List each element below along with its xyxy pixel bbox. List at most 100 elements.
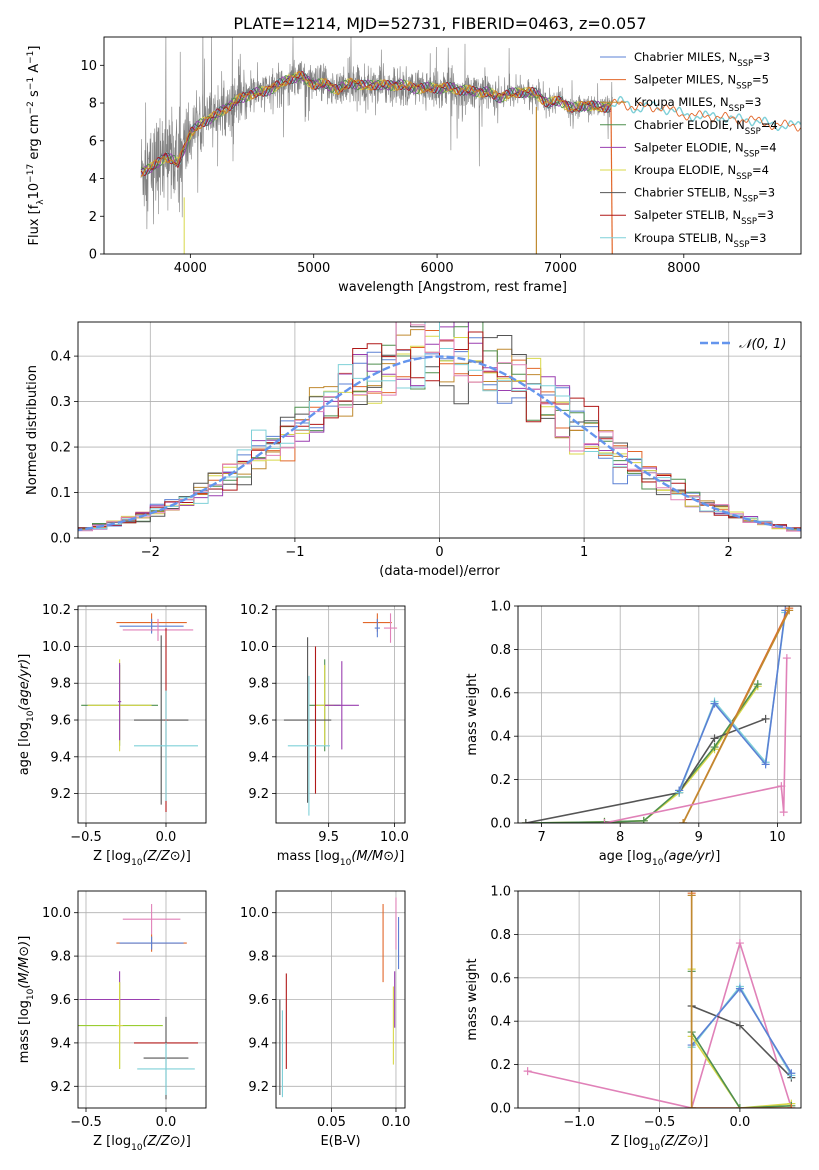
y-axis-label: Flux [fλ10−17 erg cm−2 s−1 A−1] bbox=[26, 46, 46, 246]
y-tick-label: 0 bbox=[89, 248, 97, 263]
plot-content bbox=[523, 891, 796, 1108]
series-line-chabrier_stelib bbox=[525, 718, 766, 823]
marker-chabrier_miles bbox=[735, 984, 744, 993]
y-tick-label: 9.6 bbox=[248, 993, 269, 1008]
x-tick-label: 0.0 bbox=[156, 1115, 177, 1130]
x-tick-label: 5000 bbox=[297, 261, 330, 276]
y-axis-label: mass [log10(M/M⊙)] bbox=[17, 936, 36, 1064]
x-tick-label: 8 bbox=[616, 830, 624, 845]
model-line-salpeter_stelib bbox=[140, 71, 612, 177]
y-tick-label: 9.8 bbox=[50, 950, 71, 965]
panel-spectrum: 4000 5000 6000 7000 8000 0 2 4 6 8 10 wavelength [A… bbox=[26, 36, 802, 295]
x-tick-label: 0.05 bbox=[317, 1115, 346, 1130]
y-tick-label: 9.2 bbox=[50, 1080, 71, 1095]
y-axis-label: mass weight bbox=[465, 673, 480, 755]
x-axis-label: Z [log10(Z/Z⊙)] bbox=[611, 1134, 709, 1153]
series-line-pink bbox=[604, 658, 788, 823]
legend-entry-chabrier_miles: Chabrier MILES, NSSP=3 bbox=[634, 50, 770, 69]
plot-content bbox=[78, 904, 198, 1100]
x-axis-label: Z [log10(Z/Z⊙)] bbox=[93, 1134, 191, 1153]
x-tick-label: −1 bbox=[285, 545, 304, 560]
y-tick-label: 9.4 bbox=[248, 750, 269, 765]
model-line-kroupa_miles bbox=[140, 70, 612, 177]
x-tick-label: −0.5 bbox=[70, 1115, 102, 1130]
y-tick-label: 10.0 bbox=[42, 906, 71, 921]
legend-entry-salpeter_elodie: Salpeter ELODIE, NSSP=4 bbox=[634, 140, 777, 159]
series-line-chabrier_elodie bbox=[525, 683, 759, 823]
y-tick-label: 1.0 bbox=[490, 885, 511, 900]
x-tick-label: 0.0 bbox=[730, 1115, 751, 1130]
marker-kroupa_miles bbox=[679, 819, 688, 823]
axes-frame bbox=[103, 36, 802, 255]
x-axis-label: (data-model)/error bbox=[379, 564, 500, 579]
y-tick-label: 9.6 bbox=[50, 993, 71, 1008]
marker-chabrier_elodie bbox=[710, 743, 719, 752]
x-tick-label: 9 bbox=[695, 830, 703, 845]
y-tick-label: 10.2 bbox=[240, 603, 269, 618]
x-axis-label: E(B-V) bbox=[320, 1134, 360, 1149]
figure-title: PLATE=1214, MJD=52731, FIBERID=0463, z=0… bbox=[233, 14, 646, 33]
marker-chabrier_miles bbox=[710, 699, 719, 708]
y-tick-label: 9.6 bbox=[50, 714, 71, 729]
y-tick-label: 6 bbox=[89, 134, 97, 149]
marker-pink bbox=[779, 808, 788, 817]
marker-chabrier_elodie bbox=[735, 1104, 744, 1108]
y-tick-label: 9.4 bbox=[50, 1036, 71, 1051]
x-axis-label: mass [log10(M/M⊙)] bbox=[277, 849, 405, 868]
legend-entry-kroupa_miles: Kroupa MILES, NSSP=3 bbox=[634, 95, 761, 114]
y-tick-label: 0.6 bbox=[490, 971, 511, 986]
plot-content bbox=[78, 322, 801, 533]
y-tick-label: 0.8 bbox=[490, 643, 511, 658]
marker-kroupa_miles bbox=[687, 891, 696, 900]
y-tick-label: 0.2 bbox=[490, 773, 511, 788]
x-axis-label: age [log10(age/yr)] bbox=[599, 849, 721, 868]
y-tick-label: 0.4 bbox=[50, 350, 71, 365]
axes-frame bbox=[517, 890, 802, 1109]
gaussian-curve bbox=[78, 355, 801, 532]
axes-frame bbox=[77, 321, 802, 539]
panel-weight_vs_Z: −1.0 −0.5 0.0 0.0 0.2 0.4 0.6 0.8 1.0 Z [log10(Z/… bbox=[465, 885, 802, 1153]
x-tick-label: 1 bbox=[580, 545, 588, 560]
plot-area bbox=[518, 606, 801, 823]
y-axis-label: age [log10(age/yr)] bbox=[17, 654, 36, 776]
panel-mass_vs_EBV: 0.05 0.10 9.2 9.4 9.6 9.8 10.0 E(B-V) bbox=[240, 890, 410, 1149]
x-tick-label: 7 bbox=[537, 830, 545, 845]
series-line-chabrier_miles bbox=[678, 610, 787, 791]
panel-age_vs_Z: −0.5 0.0 9.2 9.4 9.6 9.8 10.0 10.2 Z [log10(Z/Z⊙… bbox=[17, 603, 207, 868]
plot-content bbox=[279, 897, 400, 1098]
legend-entry-salpeter_miles: Salpeter MILES, NSSP=5 bbox=[634, 73, 769, 92]
plot-content bbox=[81, 613, 198, 812]
y-tick-label: 0.4 bbox=[490, 730, 511, 745]
y-tick-label: 10.0 bbox=[240, 640, 269, 655]
marker-chabrier_miles bbox=[787, 1069, 796, 1078]
panel-mass_vs_Z: −0.5 0.0 9.2 9.4 9.6 9.8 10.0 Z [log10(Z/Z⊙)] ma… bbox=[17, 890, 207, 1153]
axes-frame bbox=[517, 605, 802, 824]
y-tick-label: 0.0 bbox=[50, 532, 71, 547]
axes-frame bbox=[77, 890, 207, 1109]
x-tick-label: 0 bbox=[435, 545, 443, 560]
x-tick-label: 0.0 bbox=[156, 830, 177, 845]
panel-age_vs_mass: 9.5 10.0 9.2 9.4 9.6 9.8 10.0 10.2 mass [log10(M… bbox=[240, 603, 409, 868]
x-tick-label: 10.0 bbox=[380, 830, 409, 845]
y-tick-label: 10.0 bbox=[240, 906, 269, 921]
legend-entry-chabrier_elodie: Chabrier ELODIE, NSSP=4 bbox=[634, 118, 778, 137]
marker-chabrier_stelib bbox=[710, 734, 719, 743]
y-tick-label: 0.2 bbox=[50, 441, 71, 456]
legend-entry-kroupa_stelib: Kroupa STELIB, NSSP=3 bbox=[634, 231, 766, 250]
y-tick-label: 10 bbox=[80, 59, 97, 74]
marker-pink bbox=[735, 939, 744, 948]
plot-area bbox=[78, 606, 206, 823]
y-axis-label: mass weight bbox=[465, 958, 480, 1040]
marker-chabrier_stelib bbox=[521, 819, 530, 823]
y-tick-label: 8 bbox=[89, 97, 97, 112]
x-tick-label: −0.5 bbox=[70, 830, 102, 845]
marker-pink bbox=[782, 654, 791, 663]
marker-chabrier_miles bbox=[761, 760, 770, 769]
marker-chabrier_miles bbox=[675, 786, 684, 795]
x-axis-label: Z [log10(Z/Z⊙)] bbox=[93, 849, 191, 868]
y-tick-label: 9.2 bbox=[248, 787, 269, 802]
marker-pink bbox=[523, 1067, 532, 1076]
y-tick-label: 1.0 bbox=[490, 600, 511, 615]
plot-content bbox=[140, 37, 801, 254]
